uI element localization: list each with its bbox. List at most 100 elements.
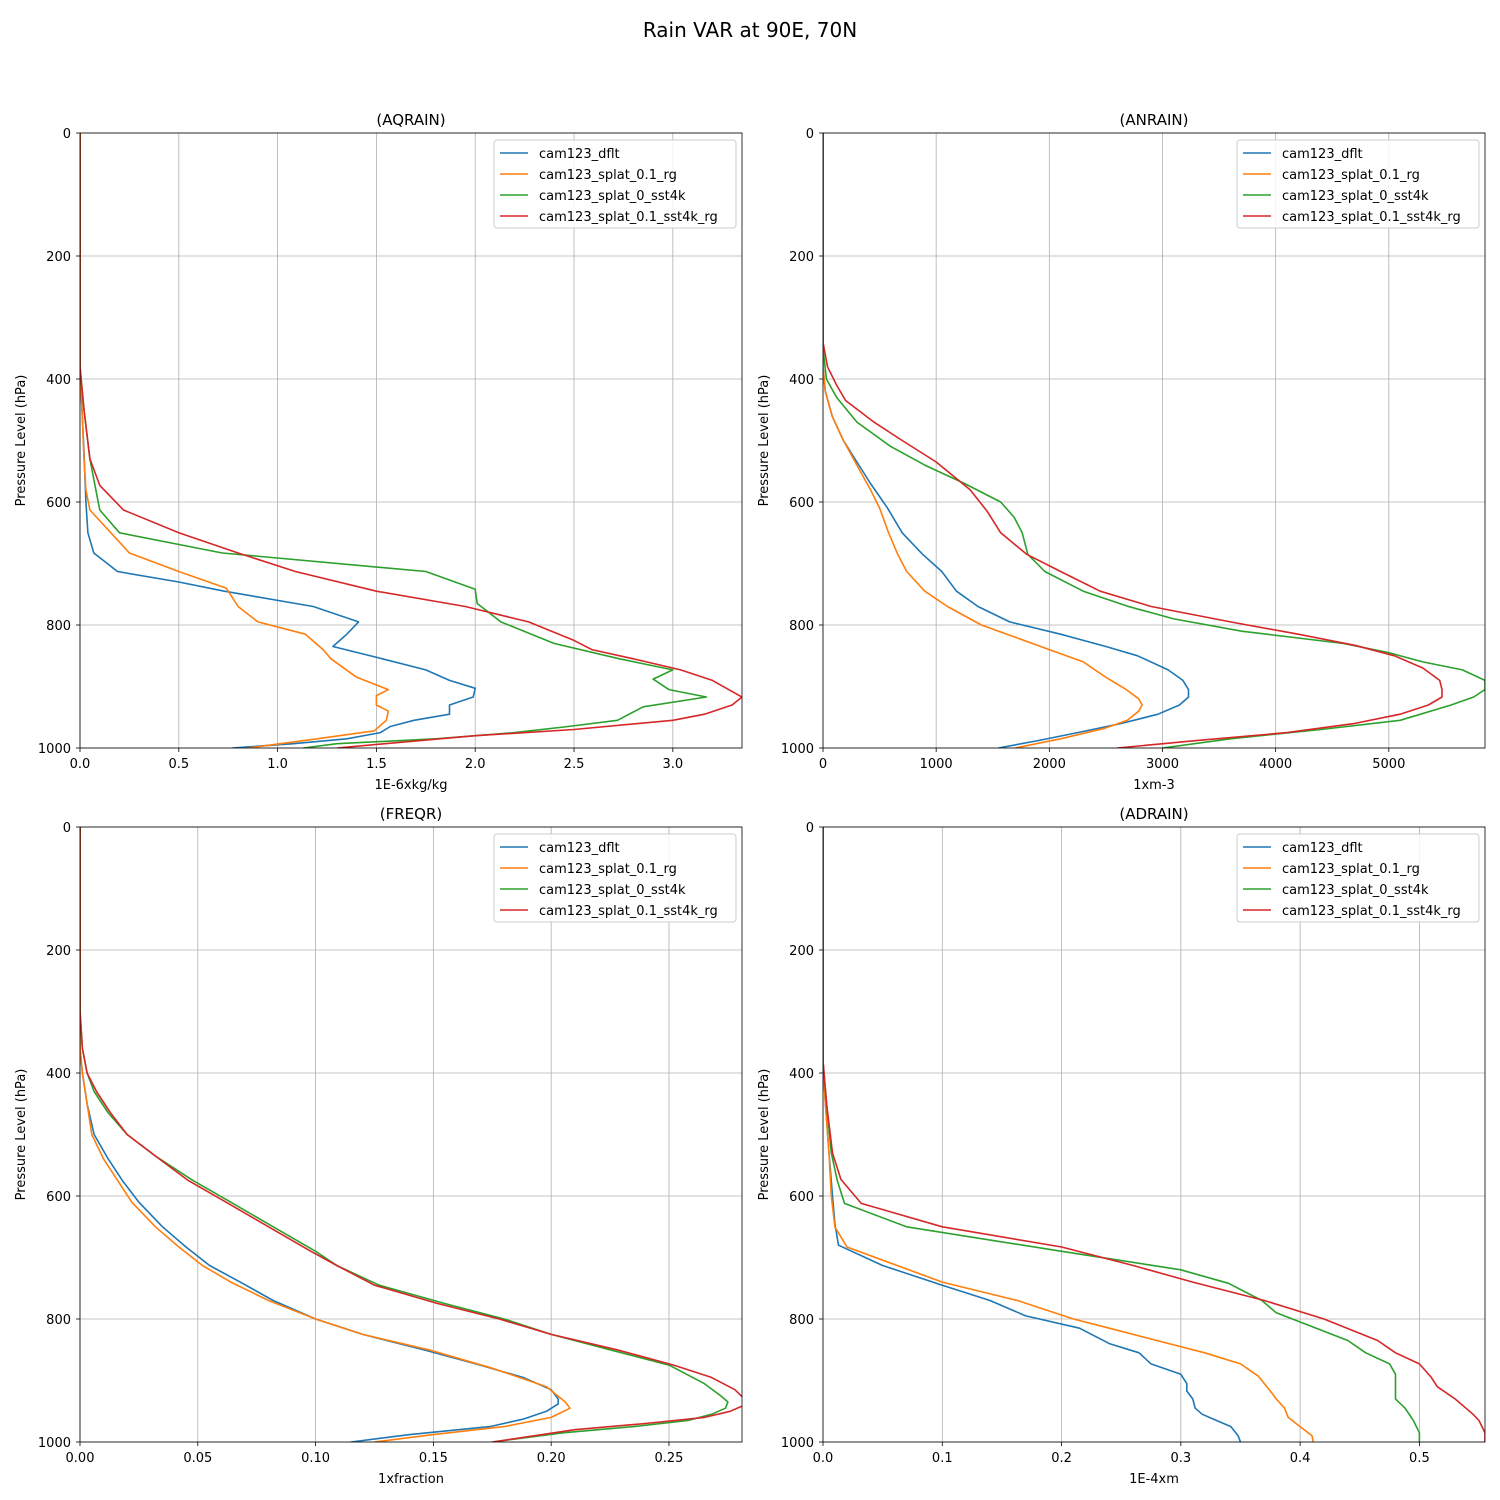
series-lines xyxy=(823,827,1485,1442)
y-tick-label: 0 xyxy=(63,821,71,836)
y-tick-label: 0 xyxy=(63,127,71,142)
legend-box xyxy=(493,833,737,923)
x-tick-label: 0.25 xyxy=(654,1451,683,1466)
series-line-cam123_splat_0.1_sst4k_rg xyxy=(80,827,742,1442)
legend-label: cam123_splat_0.1_sst4k_rg xyxy=(539,904,718,919)
series-line-cam123_splat_0_sst4k xyxy=(80,827,729,1442)
x-tick-label: 0.4 xyxy=(1290,1451,1311,1466)
grid xyxy=(822,132,1485,749)
series-line-cam123_splat_0.1_rg xyxy=(823,133,1143,748)
x-tick-label: 0.5 xyxy=(168,757,189,772)
y-tick-label: 200 xyxy=(46,250,71,265)
x-tick-label: 0.0 xyxy=(813,1451,834,1466)
legend: cam123_dflt cam123_splat_0.1_rg cam123_spl… xyxy=(1236,139,1480,229)
axes-frame xyxy=(79,826,743,1443)
legend-label: cam123_splat_0.1_sst4k_rg xyxy=(1282,904,1461,919)
series-line-cam123_splat_0_sst4k xyxy=(80,133,708,748)
y-tick-label: 1000 xyxy=(781,1436,814,1451)
y-tick-label: 600 xyxy=(46,1190,71,1205)
series-lines xyxy=(80,133,742,748)
y-tick-label: 400 xyxy=(789,1067,814,1082)
legend-label: cam123_splat_0.1_rg xyxy=(539,168,677,183)
y-tick-label: 600 xyxy=(789,1190,814,1205)
y-tick-label: 800 xyxy=(789,1313,814,1328)
x-tick-label: 0.15 xyxy=(419,1451,448,1466)
y-axis-label: Pressure Level (hPa) xyxy=(757,375,772,507)
axes-frame xyxy=(822,132,1486,749)
grid xyxy=(79,826,742,1443)
y-tick-label: 400 xyxy=(46,373,71,388)
x-tick-label: 0.1 xyxy=(932,1451,953,1466)
figure-title: Rain VAR at 90E, 70N xyxy=(643,18,857,42)
x-axis-label: 1xfraction xyxy=(378,1472,444,1487)
x-tick-label: 1.5 xyxy=(366,757,387,772)
x-tick-label: 1.0 xyxy=(267,757,288,772)
y-tick-label: 200 xyxy=(46,944,71,959)
legend-box xyxy=(493,139,737,229)
y-tick-label: 200 xyxy=(789,944,814,959)
legend-label: cam123_splat_0_sst4k xyxy=(539,189,686,204)
legend-label: cam123_splat_0.1_rg xyxy=(1282,168,1420,183)
legend: cam123_dflt cam123_splat_0.1_rg cam123_spl… xyxy=(1236,833,1480,923)
y-axis-label: Pressure Level (hPa) xyxy=(757,1069,772,1201)
legend-label: cam123_dflt xyxy=(1282,841,1363,856)
x-tick-label: 3000 xyxy=(1146,757,1179,772)
panel-1: 0.0 0.5 1.0 1.5 2.0 2.5 3.0 0 200 400 600 800 1000 (A… xyxy=(14,111,743,793)
y-axis-label: Pressure Level (hPa) xyxy=(14,1069,29,1201)
x-tick-label: 0.00 xyxy=(66,1451,95,1466)
y-tick-label: 600 xyxy=(46,496,71,511)
y-tick-label: 1000 xyxy=(781,742,814,757)
series-line-cam123_splat_0.1_rg xyxy=(823,827,1314,1442)
series-line-cam123_splat_0_sst4k xyxy=(823,827,1421,1442)
y-tick-label: 200 xyxy=(789,250,814,265)
x-tick-label: 3.0 xyxy=(662,757,683,772)
y-tick-label: 1000 xyxy=(38,742,71,757)
x-tick-label: 4000 xyxy=(1259,757,1292,772)
y-tick-label: 0 xyxy=(806,127,814,142)
legend: cam123_dflt cam123_splat_0.1_rg cam123_spl… xyxy=(493,139,737,229)
subplots: 0.0 0.5 1.0 1.5 2.0 2.5 3.0 0 200 400 600 800 1000 (A… xyxy=(14,111,1486,1487)
legend-label: cam123_splat_0.1_rg xyxy=(539,862,677,877)
x-tick-label: 0.0 xyxy=(70,757,91,772)
series-line-cam123_splat_0.1_sst4k_rg xyxy=(823,827,1485,1442)
legend-label: cam123_splat_0_sst4k xyxy=(1282,189,1429,204)
series-lines xyxy=(80,827,742,1442)
legend-label: cam123_dflt xyxy=(1282,147,1363,162)
panel-title: (ANRAIN) xyxy=(1120,111,1189,129)
series-line-cam123_splat_0_sst4k xyxy=(823,133,1485,748)
legend-label: cam123_splat_0.1_rg xyxy=(1282,862,1420,877)
x-axis-label: 1E-4xm xyxy=(1129,1472,1179,1487)
panel-title: (FREQR) xyxy=(380,805,442,823)
legend-label: cam123_splat_0_sst4k xyxy=(1282,883,1429,898)
series-lines xyxy=(823,133,1485,748)
panel-3: 0.00 0.05 0.10 0.15 0.20 0.25 0 200 400 600 800 100… xyxy=(14,805,743,1487)
y-axis-label: Pressure Level (hPa) xyxy=(14,375,29,507)
x-tick-label: 2.0 xyxy=(465,757,486,772)
x-tick-label: 5000 xyxy=(1372,757,1405,772)
y-tick-label: 800 xyxy=(46,1313,71,1328)
axes-frame xyxy=(79,132,743,749)
panel-title: (AQRAIN) xyxy=(376,111,445,129)
legend-label: cam123_splat_0.1_sst4k_rg xyxy=(539,210,718,225)
legend-label: cam123_splat_0.1_sst4k_rg xyxy=(1282,210,1461,225)
series-line-cam123_splat_0.1_rg xyxy=(80,827,571,1442)
y-tick-label: 0 xyxy=(806,821,814,836)
x-tick-label: 2.5 xyxy=(564,757,585,772)
legend-label: cam123_dflt xyxy=(539,147,620,162)
x-tick-label: 1000 xyxy=(920,757,953,772)
panel-2: 0 1000 2000 3000 4000 5000 0 200 400 600 800 1000 (A… xyxy=(757,111,1486,793)
x-tick-label: 0.05 xyxy=(183,1451,212,1466)
x-tick-label: 0.3 xyxy=(1170,1451,1191,1466)
axes-frame xyxy=(822,826,1486,1443)
y-tick-label: 800 xyxy=(789,619,814,634)
series-line-cam123_dflt xyxy=(80,827,559,1442)
y-tick-label: 600 xyxy=(789,496,814,511)
x-tick-label: 0.5 xyxy=(1409,1451,1430,1466)
y-tick-label: 400 xyxy=(789,373,814,388)
series-line-cam123_dflt xyxy=(823,827,1242,1442)
series-line-cam123_dflt xyxy=(80,133,476,748)
series-line-cam123_splat_0.1_sst4k_rg xyxy=(80,133,742,748)
x-axis-label: 1E-6xkg/kg xyxy=(374,778,447,793)
y-tick-label: 800 xyxy=(46,619,71,634)
series-line-cam123_splat_0.1_sst4k_rg xyxy=(823,133,1443,748)
